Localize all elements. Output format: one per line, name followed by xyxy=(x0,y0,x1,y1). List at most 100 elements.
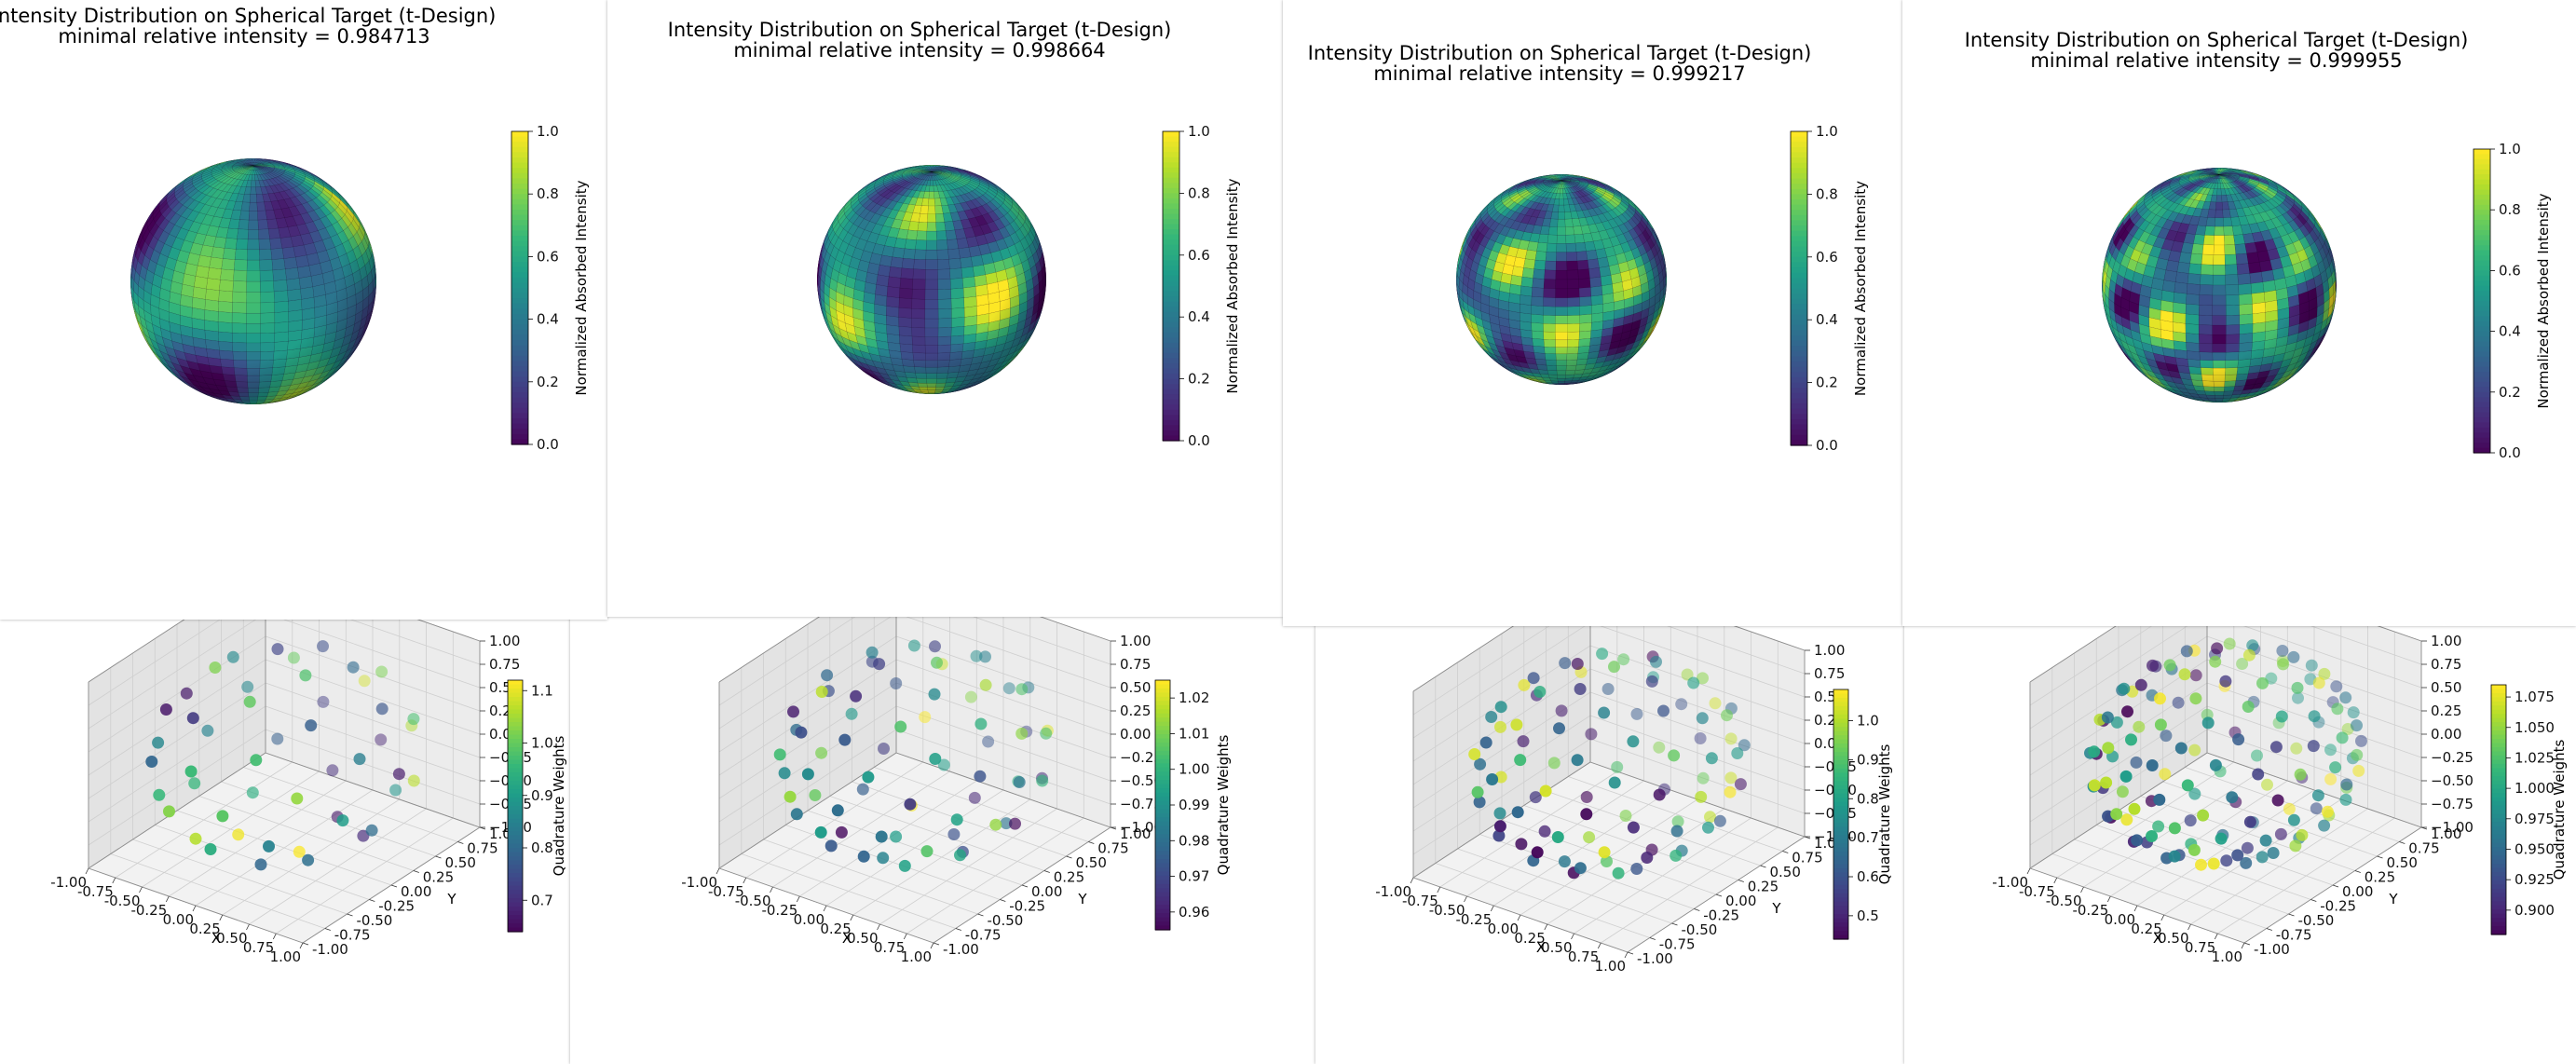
scatter-point xyxy=(407,713,420,726)
z-tick-label: 0.75 xyxy=(489,656,520,673)
scatter-point xyxy=(877,852,890,865)
scatter-point xyxy=(1687,676,1700,689)
y-tick-label: -1.00 xyxy=(1637,950,1673,967)
plot-subtitle: minimal relative intensity = 0.999217 xyxy=(1373,62,1745,85)
y-tick-label: 0.50 xyxy=(1076,854,1107,871)
x-axis-label: X xyxy=(842,930,852,947)
x-tick-label: 0.25 xyxy=(2131,921,2161,937)
scatter-point xyxy=(1601,683,1615,695)
scatter-point xyxy=(2168,850,2181,863)
colorbar-label: Quadrature Weights xyxy=(1215,734,1232,875)
x-tick-label: 0.75 xyxy=(243,939,274,956)
scatter-point xyxy=(2269,741,2283,754)
colorbar-tick-label: 1.02 xyxy=(1179,689,1209,706)
colorbar-label: Normalized Absorbed Intensity xyxy=(2535,193,2552,408)
scatter-window-1: -1.00-1.00−1.00-0.75-0.75−0.75-0.50-0.50… xyxy=(0,606,570,1064)
y-tick-label: 0.00 xyxy=(1725,893,1756,909)
scatter-point xyxy=(831,804,844,817)
scatter-point xyxy=(787,705,799,718)
scatter-point xyxy=(1494,720,1506,733)
scatter-point xyxy=(1619,810,1632,822)
scatter-point xyxy=(1000,817,1013,830)
colorbar-tick-label: 0.0 xyxy=(2499,444,2521,461)
scatter-point xyxy=(184,765,198,778)
scatter-point xyxy=(226,650,239,663)
scatter-point xyxy=(784,790,797,803)
x-axis-label: X xyxy=(211,930,221,947)
scatter-point xyxy=(188,777,201,790)
scatter-point xyxy=(2275,710,2288,723)
y-axis-label: Y xyxy=(1771,900,1781,917)
scatter-point xyxy=(336,814,349,827)
y-tick-label: 1.00 xyxy=(2431,825,2461,842)
x-tick-label: 0.00 xyxy=(2105,911,2135,928)
scatter-points xyxy=(773,639,1054,872)
scatter-point xyxy=(2188,743,2201,757)
scatter-point xyxy=(2181,779,2194,792)
scatter-point xyxy=(2242,701,2255,713)
scatter-point xyxy=(1468,748,1481,760)
scatter-point xyxy=(1627,735,1640,748)
scatter-point xyxy=(2180,645,2193,658)
colorbar-tick-label: 1.075 xyxy=(2515,689,2555,705)
scatter-point xyxy=(1002,682,1015,695)
colorbar-tick-label: 1.0 xyxy=(531,735,553,752)
y-tick-label: 0.25 xyxy=(423,869,454,886)
y-tick-label: -0.25 xyxy=(1703,907,1739,924)
z-tick-label: −0.75 xyxy=(2431,796,2474,812)
x-tick-label: -0.75 xyxy=(708,883,744,900)
plot-title: Intensity Distribution on Spherical Targ… xyxy=(1965,29,2469,51)
colorbar-tick-label: 0.7 xyxy=(1857,829,1879,846)
scatter-point xyxy=(2102,742,2115,755)
scatter-point xyxy=(931,656,943,669)
y-tick-label: -0.50 xyxy=(357,912,393,929)
scatter-point xyxy=(2294,768,2307,781)
scatter-point xyxy=(2307,740,2320,753)
scatter-point xyxy=(1036,774,1049,787)
scatter-point xyxy=(862,771,875,784)
colorbar-tick-label: 0.8 xyxy=(531,839,553,856)
scatter-point xyxy=(1494,701,1507,714)
scatter-point xyxy=(825,839,838,853)
scatter-point xyxy=(928,688,941,701)
scatter-point xyxy=(929,753,942,765)
scatter-point xyxy=(246,786,259,799)
colorbar-tick-label: 0.4 xyxy=(1188,308,1210,325)
scatter-point xyxy=(2131,834,2144,847)
scatter-point xyxy=(145,756,158,768)
scatter-point xyxy=(2236,658,2249,670)
colorbar: 0.0 0.2 0.4 0.6 0.8 1.0 xyxy=(1790,123,1838,454)
scatter-point xyxy=(2195,858,2207,871)
scatter-point xyxy=(1653,788,1666,801)
scatter-point xyxy=(1630,863,1643,875)
x-tick-label: 0.25 xyxy=(189,921,220,937)
colorbar-tick-label: 0.9 xyxy=(1857,751,1879,768)
scatter-point xyxy=(2101,711,2114,724)
scatter-point xyxy=(2283,802,2296,815)
scatter-plot-1: -1.00-1.00−1.00-0.75-0.75−0.75-0.50-0.50… xyxy=(50,606,567,965)
scatter-point xyxy=(2223,637,2236,650)
colorbar-tick-label: 0.8 xyxy=(537,185,559,202)
scatter-point xyxy=(1608,776,1621,789)
scatter-point xyxy=(2290,742,2303,755)
y-tick-label: 0.75 xyxy=(1792,850,1822,866)
colorbar-tick-label: 0.975 xyxy=(2515,811,2555,827)
scatter-point xyxy=(865,646,879,659)
scatter-point xyxy=(1473,796,1486,809)
x-tick-label: -0.25 xyxy=(761,902,797,919)
scatter-point xyxy=(2351,748,2364,761)
scatter-point xyxy=(809,789,822,801)
colorbar-tick-label: 0.0 xyxy=(1816,437,1838,454)
scatter-point xyxy=(209,662,222,674)
scatter-point xyxy=(2153,793,2166,806)
colorbar-tick-label: 1.0 xyxy=(1857,713,1879,730)
scatter-point xyxy=(947,828,961,840)
scatter-point xyxy=(1538,825,1551,838)
scatter-point xyxy=(920,845,934,858)
scatter-point xyxy=(2267,847,2280,859)
scatter-point xyxy=(2174,742,2188,755)
colorbar-tick-label: 0.900 xyxy=(2515,902,2555,919)
colorbar-label: Quadrature Weights xyxy=(551,735,567,876)
scatter-point xyxy=(1721,709,1733,722)
scatter-point xyxy=(293,845,306,858)
